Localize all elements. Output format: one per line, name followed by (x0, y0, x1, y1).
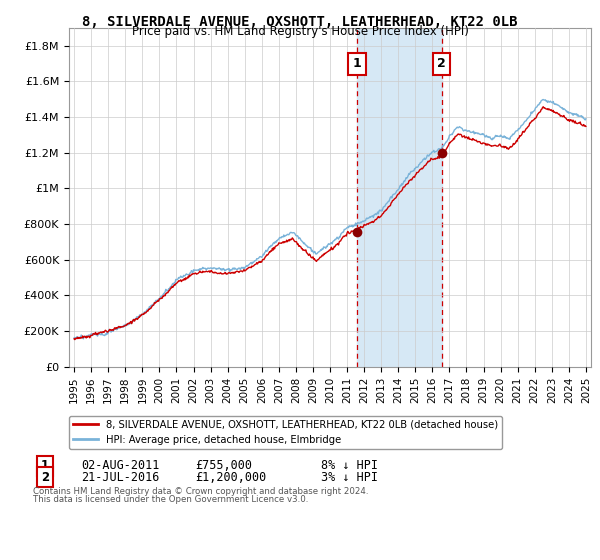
Text: Price paid vs. HM Land Registry's House Price Index (HPI): Price paid vs. HM Land Registry's House … (131, 25, 469, 38)
Text: 3% ↓ HPI: 3% ↓ HPI (321, 470, 378, 484)
Text: 8, SILVERDALE AVENUE, OXSHOTT, LEATHERHEAD, KT22 0LB: 8, SILVERDALE AVENUE, OXSHOTT, LEATHERHE… (82, 15, 518, 29)
Text: This data is licensed under the Open Government Licence v3.0.: This data is licensed under the Open Gov… (33, 495, 308, 505)
Text: 1: 1 (353, 57, 361, 70)
Text: Contains HM Land Registry data © Crown copyright and database right 2024.: Contains HM Land Registry data © Crown c… (33, 487, 368, 496)
Text: 2: 2 (41, 470, 49, 484)
Bar (357, 28, 442, 367)
Text: 2: 2 (437, 57, 446, 70)
Text: £755,000: £755,000 (195, 459, 252, 473)
Text: 02-AUG-2011: 02-AUG-2011 (81, 459, 160, 473)
Text: 8% ↓ HPI: 8% ↓ HPI (321, 459, 378, 473)
Text: 21-JUL-2016: 21-JUL-2016 (81, 470, 160, 484)
Legend: 8, SILVERDALE AVENUE, OXSHOTT, LEATHERHEAD, KT22 0LB (detached house), HPI: Aver: 8, SILVERDALE AVENUE, OXSHOTT, LEATHERHE… (69, 416, 502, 449)
Text: 1: 1 (41, 459, 49, 473)
Text: £1,200,000: £1,200,000 (195, 470, 266, 484)
